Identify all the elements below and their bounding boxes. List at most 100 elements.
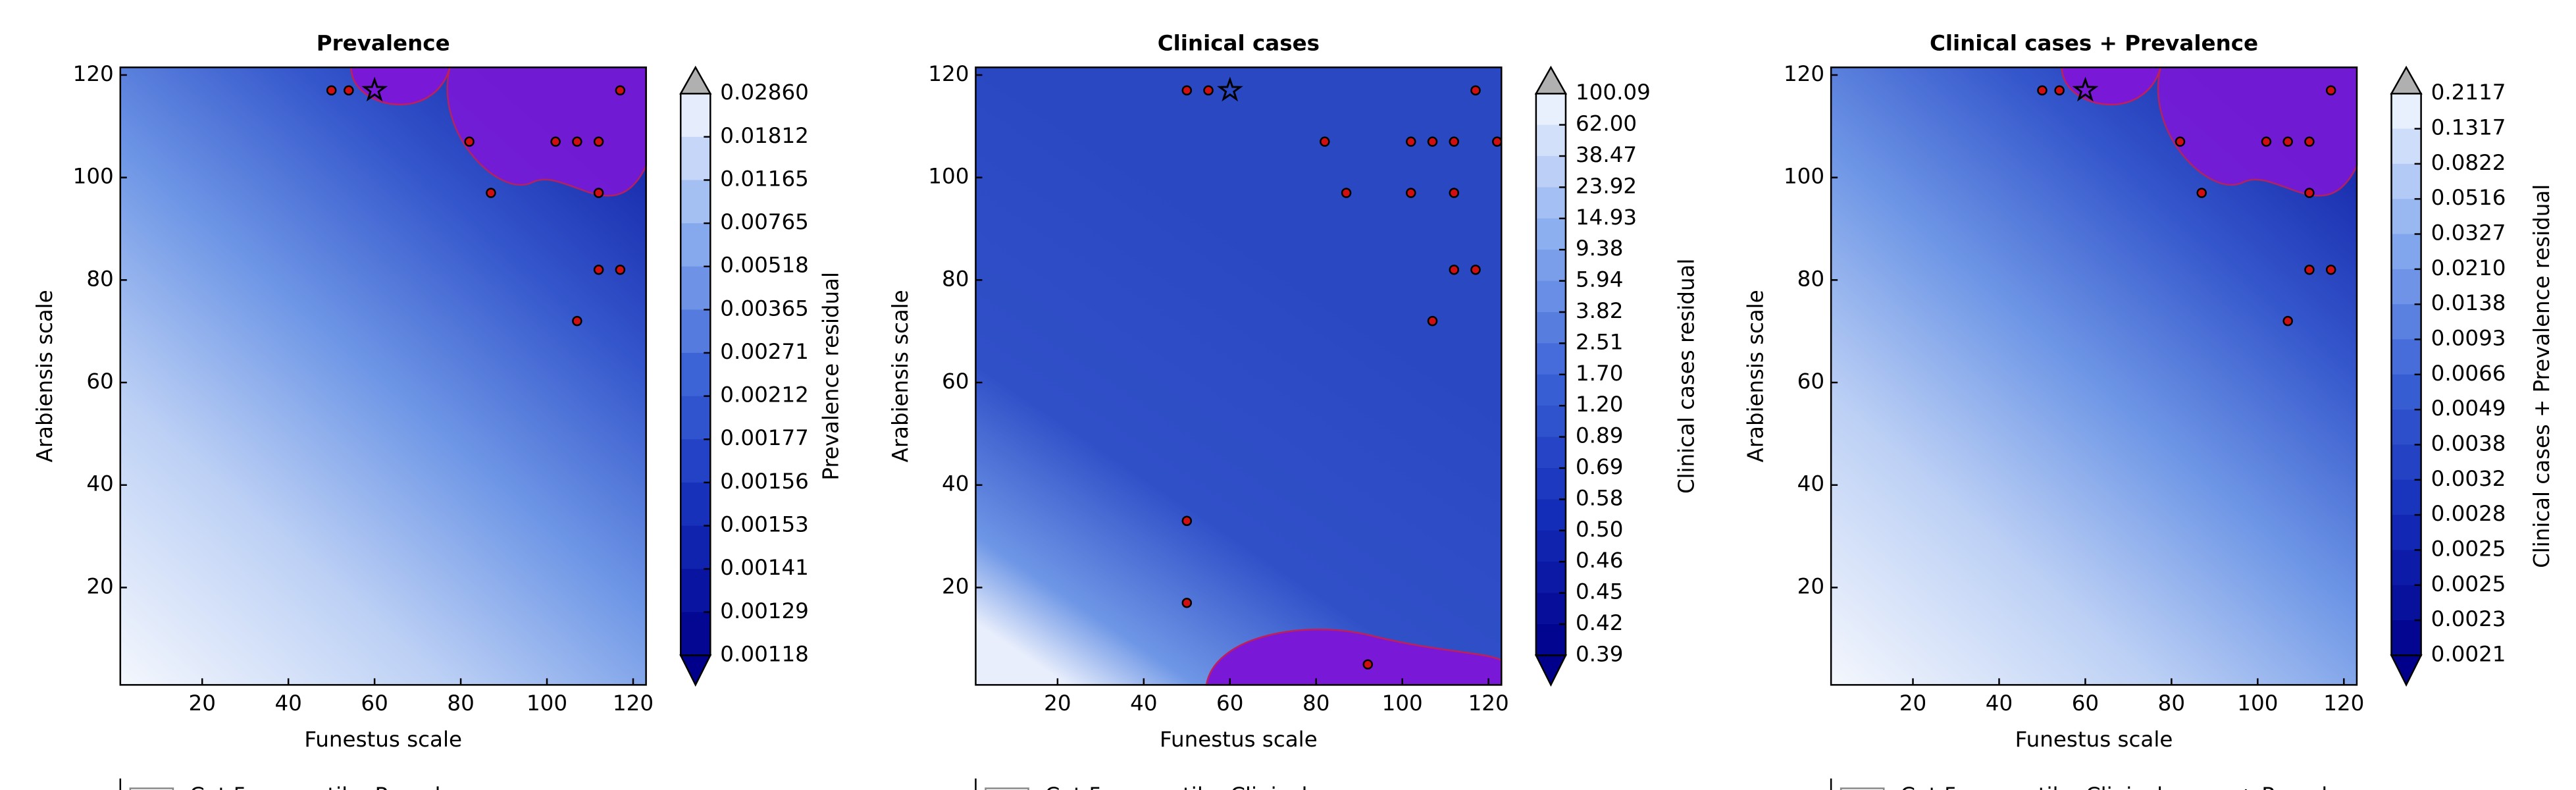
- colorbar-band: [1535, 406, 1566, 438]
- legend-swatch: [129, 787, 174, 790]
- axes-frame: [1830, 66, 2358, 686]
- point: [615, 265, 626, 275]
- colorbar-tick-label: 0.0032: [2431, 466, 2506, 491]
- x-tick-label: 20: [1899, 691, 1926, 716]
- y-tick-label: 80: [942, 266, 969, 291]
- colorbar-band: [1535, 187, 1566, 220]
- x-tick-label: 80: [2158, 691, 2185, 716]
- point: [1320, 136, 1330, 147]
- colorbar-tick-label: 0.00271: [720, 339, 809, 364]
- y-tick-label: 80: [1797, 266, 1824, 291]
- best-marker: [2072, 76, 2099, 102]
- point: [1181, 515, 1193, 526]
- colorbar-band: [2391, 234, 2421, 271]
- y-tick-label: 40: [1797, 471, 1824, 496]
- colorbar-band: [681, 569, 711, 614]
- colorbar-tick-label: 0.89: [1576, 423, 1623, 448]
- colorbar-band: [1535, 562, 1566, 594]
- point: [326, 85, 337, 96]
- colorbar-tick-label: 0.50: [1576, 517, 1623, 542]
- chart-title: Clinical cases: [1158, 30, 1320, 55]
- x-tick-label: 80: [447, 691, 474, 716]
- colorbar-band: [1535, 312, 1566, 344]
- y-tick-label: 60: [942, 369, 969, 394]
- colorbar-tick-label: 0.45: [1576, 579, 1623, 604]
- y-tick-label: 60: [86, 369, 113, 394]
- colorbar-band: [2391, 620, 2421, 656]
- colorbar-band: [1535, 280, 1566, 313]
- point: [1341, 188, 1352, 198]
- point: [344, 85, 354, 96]
- colorbar-band: [2391, 374, 2421, 411]
- colorbar-tick-label: 0.0093: [2431, 326, 2506, 351]
- point: [593, 188, 604, 198]
- colorbar-band: [681, 180, 711, 224]
- x-tick-label: 40: [274, 691, 301, 716]
- colorbar-tick-label: 1.70: [1576, 361, 1623, 386]
- colorbar-tick-label: 0.0822: [2431, 150, 2506, 175]
- colorbar-tick-label: 0.0516: [2431, 185, 2506, 210]
- colorbar-tick-label: 0.0066: [2431, 361, 2506, 386]
- colorbar-band: [2391, 550, 2421, 587]
- low-region: [2157, 66, 2358, 197]
- y-axis-label: Arabiensis scale: [1743, 290, 1768, 462]
- colorbar-band: [681, 309, 711, 354]
- point: [2304, 136, 2315, 147]
- colorbar-band: [681, 136, 711, 181]
- x-tick-label: 120: [2323, 691, 2364, 716]
- y-tick-label: 20: [942, 573, 969, 598]
- colorbar-tick-label: 0.00518: [720, 253, 809, 278]
- x-axis-label: Funestus scale: [304, 727, 462, 752]
- colorbar-extend-max: [2390, 65, 2423, 95]
- colorbar-band: [2391, 585, 2421, 621]
- colorbar-tick-label: 0.00118: [720, 641, 809, 666]
- point: [486, 188, 496, 198]
- axes-frame: [975, 66, 1503, 686]
- point: [1362, 659, 1374, 670]
- colorbar-band: [2391, 409, 2421, 446]
- x-tick-label: 60: [1216, 691, 1243, 716]
- y-tick-label: 120: [1784, 61, 1824, 86]
- x-tick-label: 20: [1044, 691, 1071, 716]
- colorbar-band: [681, 93, 711, 138]
- x-tick-label: 80: [1302, 691, 1329, 716]
- colorbar-band: [2391, 339, 2421, 376]
- x-tick-label: 120: [613, 691, 654, 716]
- colorbar-tick-label: 0.02860: [720, 80, 809, 105]
- y-tick-label: 100: [73, 164, 114, 189]
- colorbar-frame: [679, 92, 711, 656]
- colorbar-tick-label: 0.0210: [2431, 255, 2506, 280]
- colorbar-tick-label: 0.00156: [720, 469, 809, 494]
- colorbar-tick-label: 0.46: [1576, 548, 1623, 573]
- y-tick-label: 100: [1784, 164, 1824, 189]
- colorbar-tick-label: 0.0049: [2431, 396, 2506, 421]
- colorbar-tick-label: 0.0025: [2431, 571, 2506, 596]
- colorbar-band: [1535, 468, 1566, 500]
- colorbar-band: [2391, 269, 2421, 305]
- point: [1427, 136, 1438, 147]
- axes-frame: [119, 66, 647, 686]
- colorbar-tick-label: 0.00129: [720, 598, 809, 623]
- colorbar-band: [1535, 624, 1566, 656]
- colorbar-tick-label: 0.0138: [2431, 290, 2506, 315]
- colorbar-tick-label: 14.93: [1576, 205, 1637, 230]
- point: [2175, 136, 2186, 147]
- point: [550, 136, 561, 147]
- y-tick-label: 40: [86, 471, 113, 496]
- point: [572, 315, 582, 327]
- colorbar-band: [2391, 515, 2421, 551]
- colorbar-band: [2391, 199, 2421, 235]
- subplot: 20 40 60 80 100 120 20 40 60 80 100 120 Clinical cas…: [888, 30, 1699, 790]
- colorbar-tick-label: 0.01812: [720, 123, 809, 148]
- x-axis-label: Funestus scale: [1160, 727, 1318, 752]
- colorbar-band: [1535, 93, 1566, 126]
- colorbar-band: [1535, 124, 1566, 157]
- point: [593, 265, 604, 275]
- colorbar-tick-label: 0.0025: [2431, 536, 2506, 561]
- chart-title: Clinical cases + Prevalence: [1930, 30, 2258, 55]
- point: [2304, 188, 2315, 198]
- x-tick-label: 40: [1130, 691, 1157, 716]
- point: [1449, 136, 1460, 147]
